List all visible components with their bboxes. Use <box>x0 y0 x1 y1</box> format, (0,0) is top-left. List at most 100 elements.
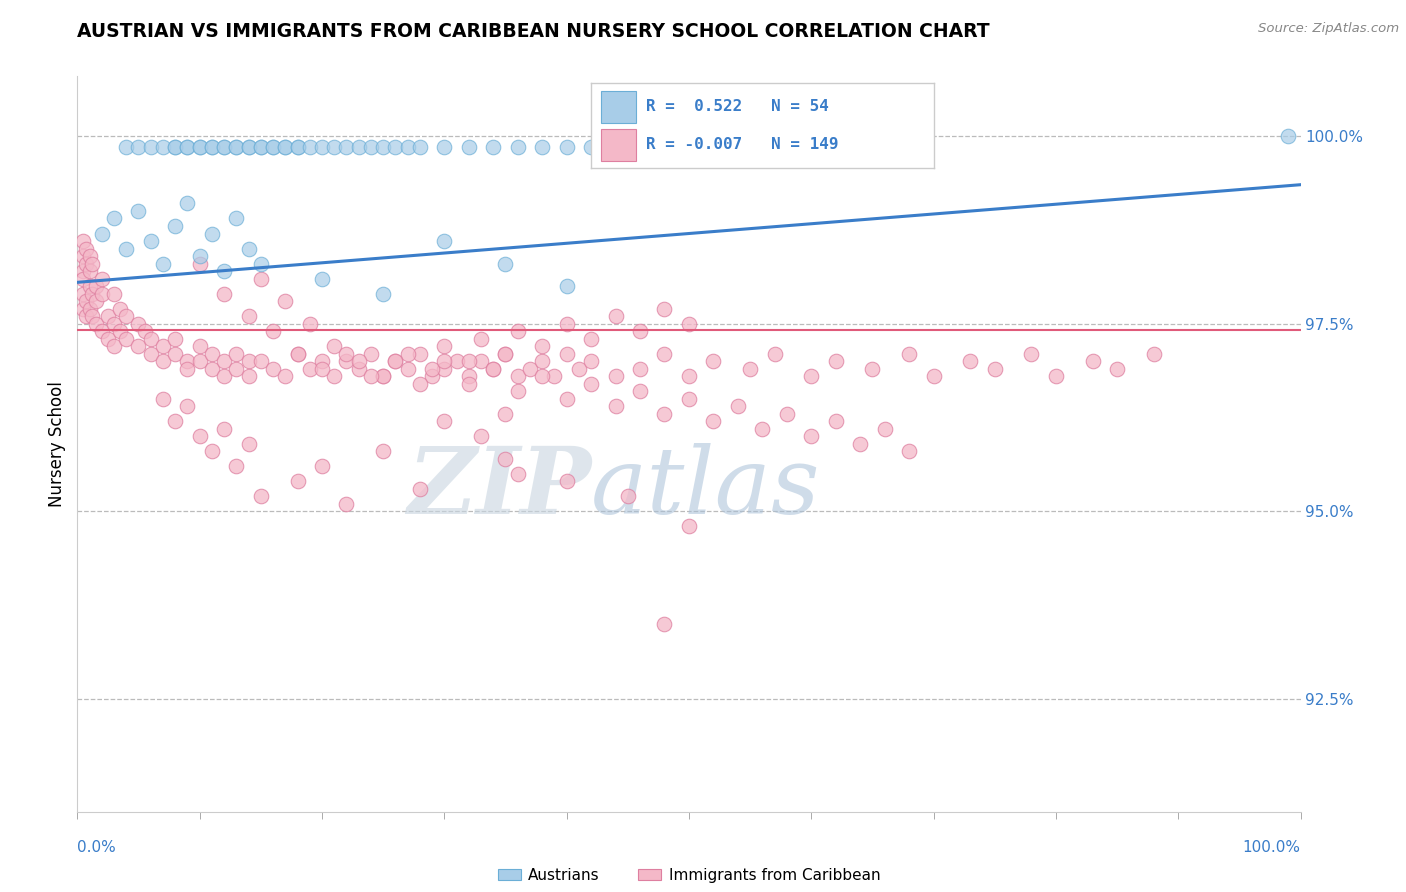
Point <box>108 324 131 338</box>
Point <box>212 369 235 384</box>
Point <box>152 140 174 154</box>
Point <box>482 361 505 376</box>
Point <box>72 301 94 316</box>
Point <box>212 140 235 154</box>
Point <box>238 242 260 256</box>
Point <box>654 407 676 421</box>
Point <box>323 339 346 353</box>
Point <box>238 140 260 154</box>
Point <box>311 354 333 368</box>
Point <box>531 140 554 154</box>
Point <box>274 294 297 309</box>
Point <box>371 369 394 384</box>
Point <box>80 256 103 270</box>
Point <box>250 140 273 154</box>
Point <box>555 140 578 154</box>
Point <box>90 271 112 285</box>
Point <box>115 140 138 154</box>
Point <box>188 249 211 263</box>
Point <box>409 346 432 360</box>
Point <box>409 482 432 496</box>
Text: atlas: atlas <box>591 443 821 533</box>
Point <box>103 339 125 353</box>
Point <box>678 317 700 331</box>
Point <box>433 140 456 154</box>
Point <box>79 301 101 316</box>
Point <box>79 264 101 278</box>
Point <box>384 140 406 154</box>
Point <box>959 354 981 368</box>
Point <box>984 361 1007 376</box>
Point <box>495 346 517 360</box>
Point <box>347 361 370 376</box>
Point <box>531 369 554 384</box>
Point <box>75 309 97 323</box>
Point <box>115 242 138 256</box>
Point <box>824 414 846 428</box>
Point <box>506 140 529 154</box>
Point <box>543 369 565 384</box>
Point <box>90 286 112 301</box>
Point <box>702 414 724 428</box>
Point <box>776 407 799 421</box>
Point <box>311 459 333 474</box>
Point <box>800 429 823 443</box>
Point <box>568 361 591 376</box>
Point <box>1143 346 1166 360</box>
Point <box>225 140 247 154</box>
Point <box>274 369 297 384</box>
Point <box>72 271 94 285</box>
Point <box>115 332 138 346</box>
Point <box>176 354 198 368</box>
Point <box>274 140 297 154</box>
Point <box>519 361 541 376</box>
Point <box>457 369 479 384</box>
Point <box>298 317 321 331</box>
Point <box>287 140 309 154</box>
Point <box>72 286 94 301</box>
Point <box>84 294 107 309</box>
Point <box>371 369 394 384</box>
Point <box>335 497 357 511</box>
Point <box>628 324 651 338</box>
Point <box>165 332 187 346</box>
Point <box>152 392 174 406</box>
Point <box>72 249 94 263</box>
Point <box>335 346 357 360</box>
Point <box>323 369 346 384</box>
Point <box>188 140 211 154</box>
Point <box>90 227 112 241</box>
Point <box>287 346 309 360</box>
Point <box>212 286 235 301</box>
Point <box>212 264 235 278</box>
Point <box>335 354 357 368</box>
Point <box>323 140 346 154</box>
Point <box>1045 369 1067 384</box>
Point <box>420 369 443 384</box>
Point <box>605 140 627 154</box>
Text: 100.0%: 100.0% <box>1243 840 1301 855</box>
Point <box>678 392 700 406</box>
Text: 0.0%: 0.0% <box>77 840 117 855</box>
Point <box>654 140 676 154</box>
Point <box>446 354 468 368</box>
Point <box>250 354 273 368</box>
Point <box>495 256 517 270</box>
Point <box>84 279 107 293</box>
Point <box>605 309 627 323</box>
Point <box>188 256 211 270</box>
Point <box>628 361 651 376</box>
Point <box>176 196 198 211</box>
Point <box>396 140 419 154</box>
Point <box>298 361 321 376</box>
Point <box>188 140 211 154</box>
Point <box>360 369 382 384</box>
Point <box>384 354 406 368</box>
Text: AUSTRIAN VS IMMIGRANTS FROM CARIBBEAN NURSERY SCHOOL CORRELATION CHART: AUSTRIAN VS IMMIGRANTS FROM CARIBBEAN NU… <box>77 22 990 41</box>
Point <box>531 339 554 353</box>
Point <box>298 140 321 154</box>
Point <box>335 140 357 154</box>
Point <box>506 467 529 481</box>
Point <box>433 361 456 376</box>
Point <box>457 140 479 154</box>
